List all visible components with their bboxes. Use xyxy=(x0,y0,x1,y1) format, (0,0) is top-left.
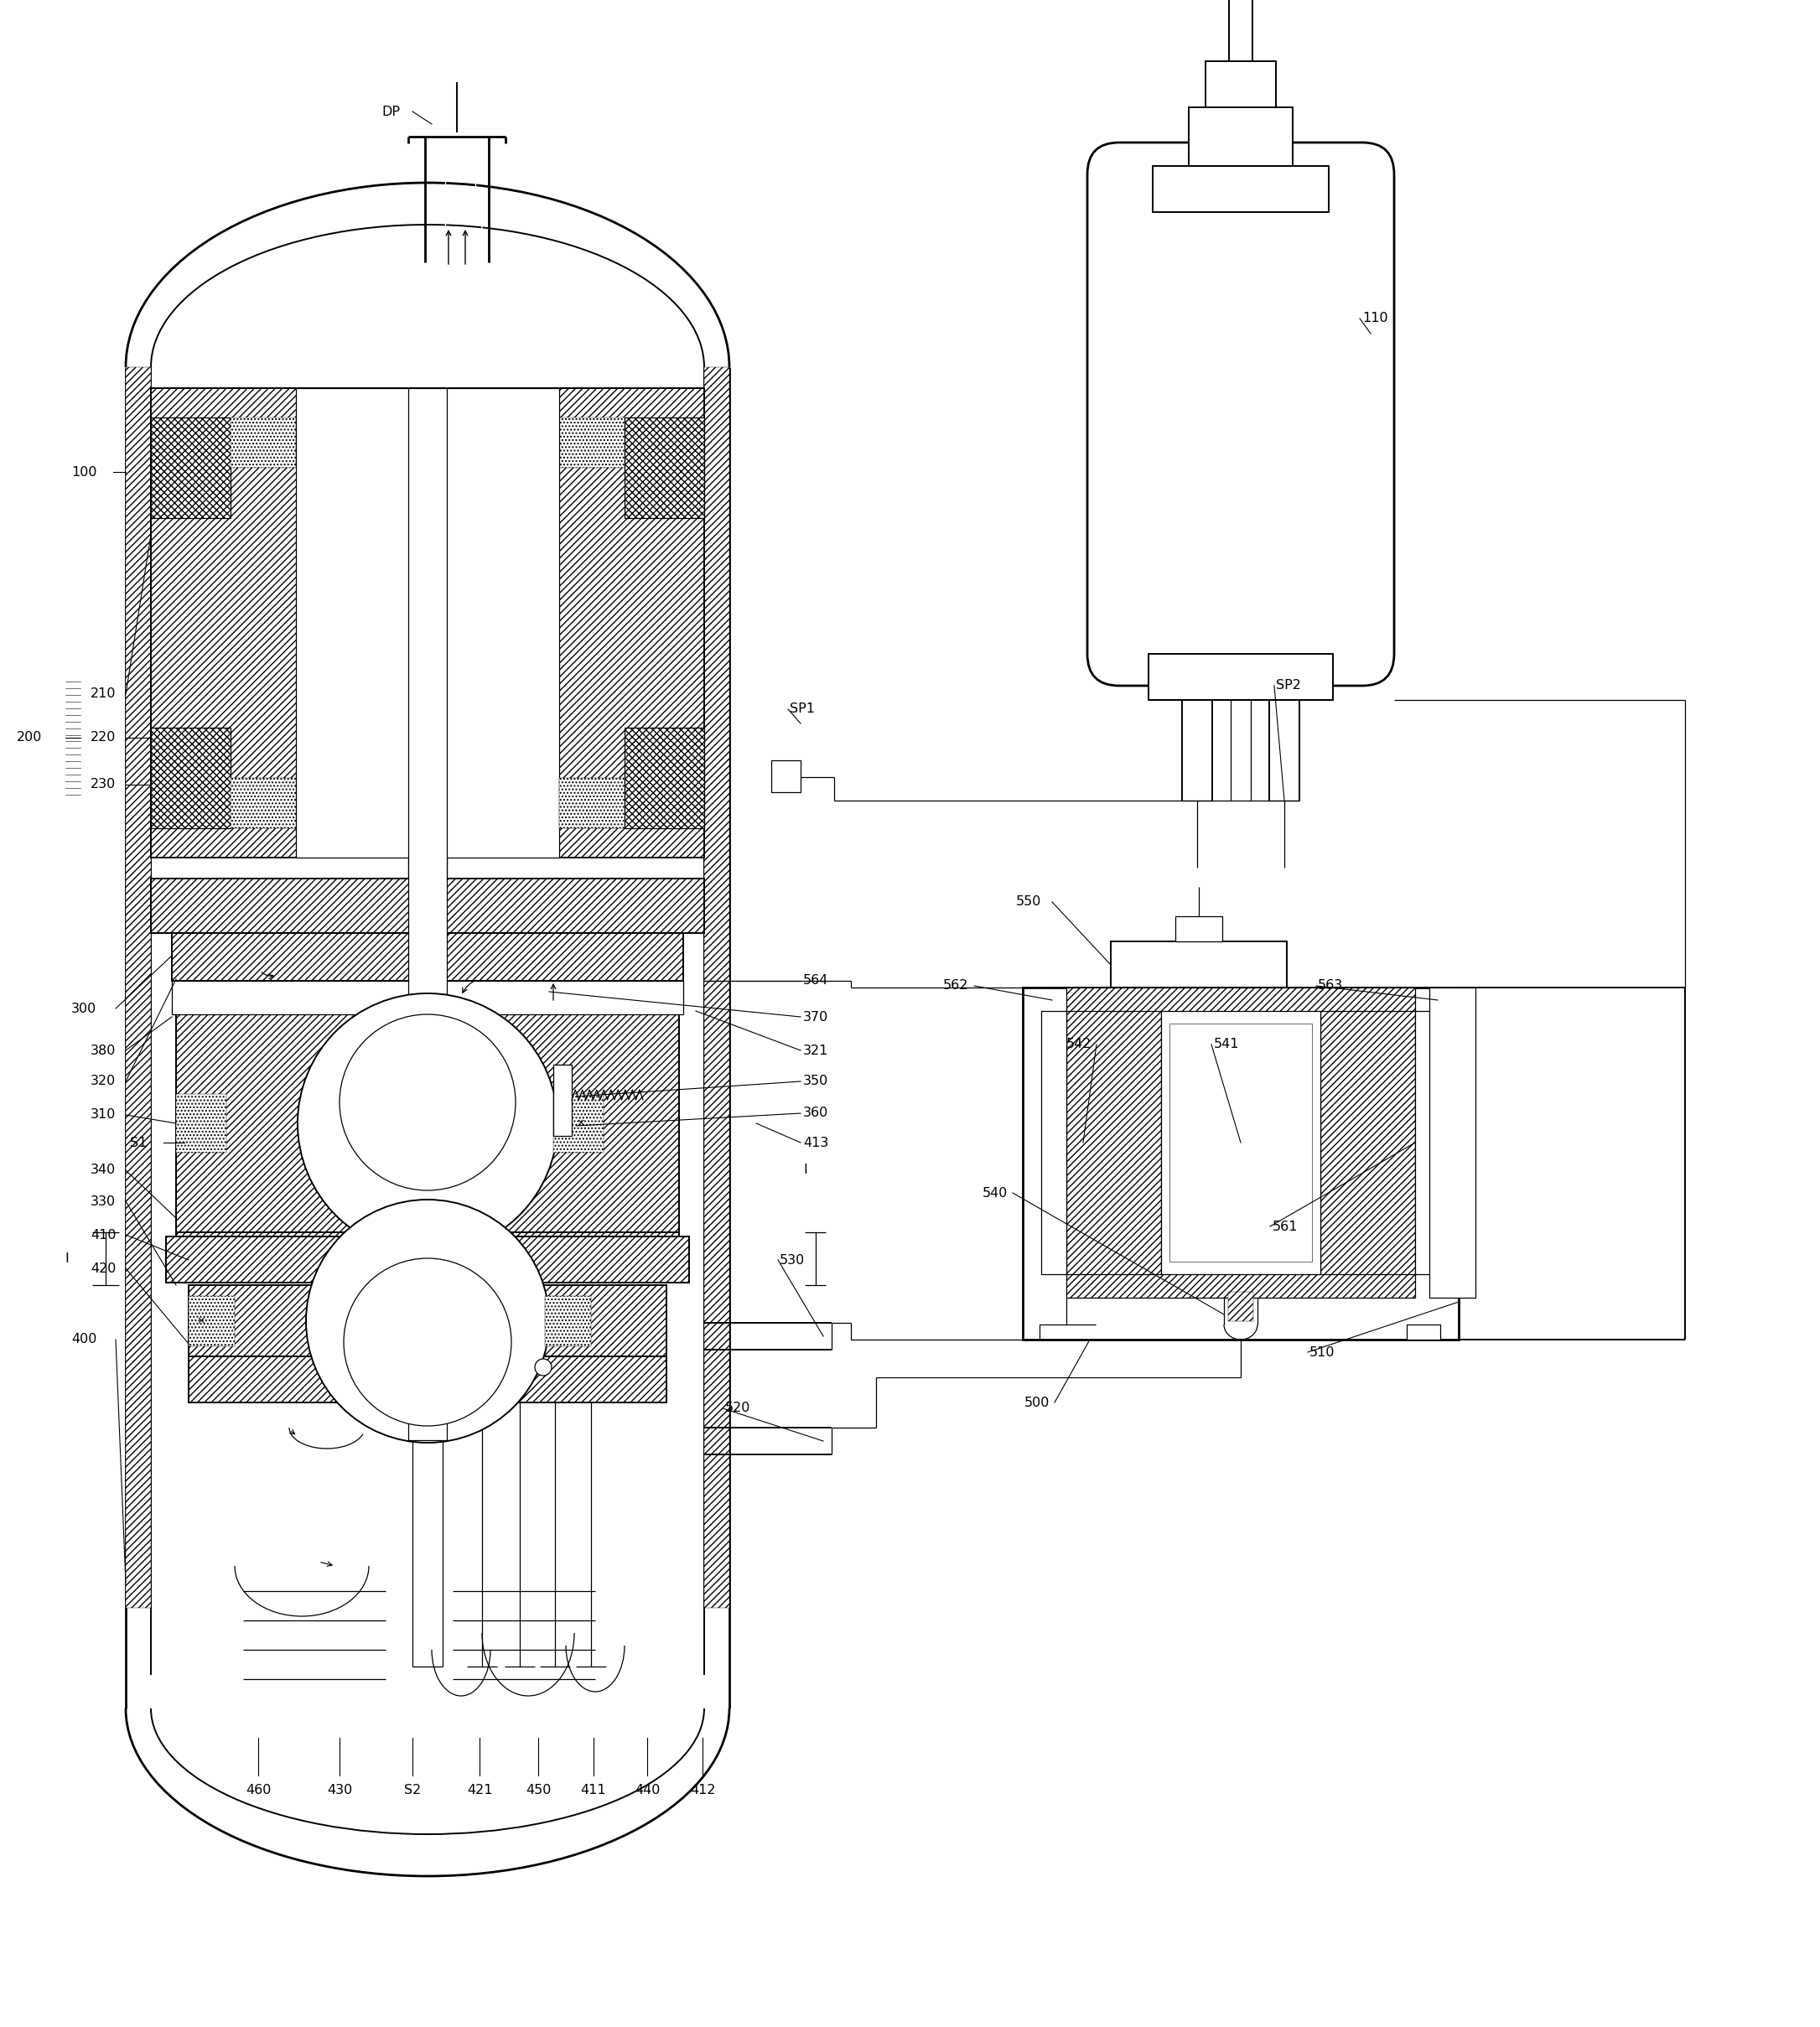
Bar xyxy=(544,1295,592,1346)
Text: 100: 100 xyxy=(71,466,96,478)
Text: 330: 330 xyxy=(91,1196,116,1208)
Bar xyxy=(1161,1011,1319,1275)
Text: I: I xyxy=(803,1163,806,1176)
Bar xyxy=(1228,1291,1254,1322)
Bar xyxy=(408,387,448,1206)
Circle shape xyxy=(306,1200,550,1443)
Text: 380: 380 xyxy=(91,1044,116,1056)
Circle shape xyxy=(298,993,557,1253)
Bar xyxy=(151,878,704,932)
Bar xyxy=(231,418,297,468)
Circle shape xyxy=(344,1259,511,1425)
Text: 420: 420 xyxy=(91,1263,116,1275)
Text: 563: 563 xyxy=(1318,979,1343,991)
Bar xyxy=(126,367,151,1607)
Text: 530: 530 xyxy=(779,1253,804,1267)
Text: 200: 200 xyxy=(16,732,42,744)
Text: 321: 321 xyxy=(803,1044,828,1056)
Text: S2: S2 xyxy=(404,1784,420,1796)
Text: SP2: SP2 xyxy=(1276,679,1301,691)
Text: ×: × xyxy=(577,1117,586,1129)
Bar xyxy=(1041,1011,1067,1275)
Bar xyxy=(1067,1011,1161,1275)
Text: 510: 510 xyxy=(1309,1346,1336,1358)
Bar xyxy=(1067,987,1416,1297)
Text: 421: 421 xyxy=(466,1784,491,1796)
FancyBboxPatch shape xyxy=(1087,142,1394,685)
Text: 430: 430 xyxy=(328,1784,353,1796)
Bar xyxy=(189,1356,666,1403)
Circle shape xyxy=(340,1014,515,1190)
Bar xyxy=(1407,1324,1440,1340)
Bar xyxy=(1416,1011,1440,1275)
Bar xyxy=(231,778,297,829)
Text: 450: 450 xyxy=(526,1784,551,1796)
Text: 413: 413 xyxy=(803,1137,828,1149)
Text: 541: 541 xyxy=(1214,1038,1239,1050)
Text: 564: 564 xyxy=(803,975,828,987)
Bar xyxy=(151,387,704,857)
Bar xyxy=(559,778,624,829)
Bar xyxy=(1148,655,1332,699)
Text: 300: 300 xyxy=(71,1001,96,1016)
Bar xyxy=(408,1313,448,1441)
Text: 411: 411 xyxy=(581,1784,606,1796)
Text: 400: 400 xyxy=(71,1334,96,1346)
Bar xyxy=(171,932,682,981)
Text: 340: 340 xyxy=(91,1163,116,1176)
Text: I: I xyxy=(66,1253,69,1265)
Text: 520: 520 xyxy=(724,1403,750,1415)
Bar xyxy=(177,1095,226,1153)
Bar xyxy=(1429,987,1476,1297)
Text: 310: 310 xyxy=(91,1109,116,1121)
Text: 110: 110 xyxy=(1363,312,1389,324)
Bar xyxy=(189,1295,235,1346)
Bar xyxy=(1176,916,1223,941)
Text: 540: 540 xyxy=(983,1186,1008,1200)
Text: 370: 370 xyxy=(803,1011,828,1024)
Text: 410: 410 xyxy=(91,1228,116,1241)
Text: ×: × xyxy=(197,1316,206,1326)
Bar xyxy=(166,1236,690,1283)
Bar xyxy=(1319,1011,1416,1275)
Text: 542: 542 xyxy=(1067,1038,1092,1050)
Bar xyxy=(624,418,704,519)
Bar xyxy=(553,1095,604,1153)
Text: S1: S1 xyxy=(129,1137,147,1149)
Bar xyxy=(177,1014,679,1232)
Bar xyxy=(151,728,231,829)
Bar xyxy=(1110,941,1287,987)
Bar xyxy=(624,728,704,829)
Bar xyxy=(297,387,559,857)
Text: DP: DP xyxy=(382,105,400,118)
Bar xyxy=(704,367,730,1607)
Text: 220: 220 xyxy=(91,732,116,744)
Bar xyxy=(559,418,624,468)
Bar xyxy=(189,1285,666,1356)
Text: 561: 561 xyxy=(1272,1220,1298,1232)
Text: 440: 440 xyxy=(635,1784,661,1796)
Text: 350: 350 xyxy=(803,1074,828,1088)
Bar xyxy=(1023,987,1458,1340)
Text: 550: 550 xyxy=(1016,896,1041,908)
Bar xyxy=(171,981,682,1014)
Text: 210: 210 xyxy=(91,687,116,701)
Bar xyxy=(1152,166,1329,213)
Text: 562: 562 xyxy=(943,979,968,991)
Text: 500: 500 xyxy=(1025,1397,1050,1409)
Bar xyxy=(772,760,801,793)
Text: 360: 360 xyxy=(803,1107,828,1119)
Text: SP1: SP1 xyxy=(790,703,815,716)
Bar xyxy=(1205,61,1276,107)
Bar xyxy=(553,1064,571,1135)
Text: 230: 230 xyxy=(91,778,116,791)
Text: 412: 412 xyxy=(690,1784,715,1796)
Bar xyxy=(1188,107,1292,166)
Bar xyxy=(1170,1024,1312,1261)
Text: 320: 320 xyxy=(91,1074,116,1088)
Bar xyxy=(151,418,231,519)
Bar xyxy=(177,1232,679,1283)
Text: 460: 460 xyxy=(246,1784,271,1796)
Circle shape xyxy=(535,1358,551,1376)
